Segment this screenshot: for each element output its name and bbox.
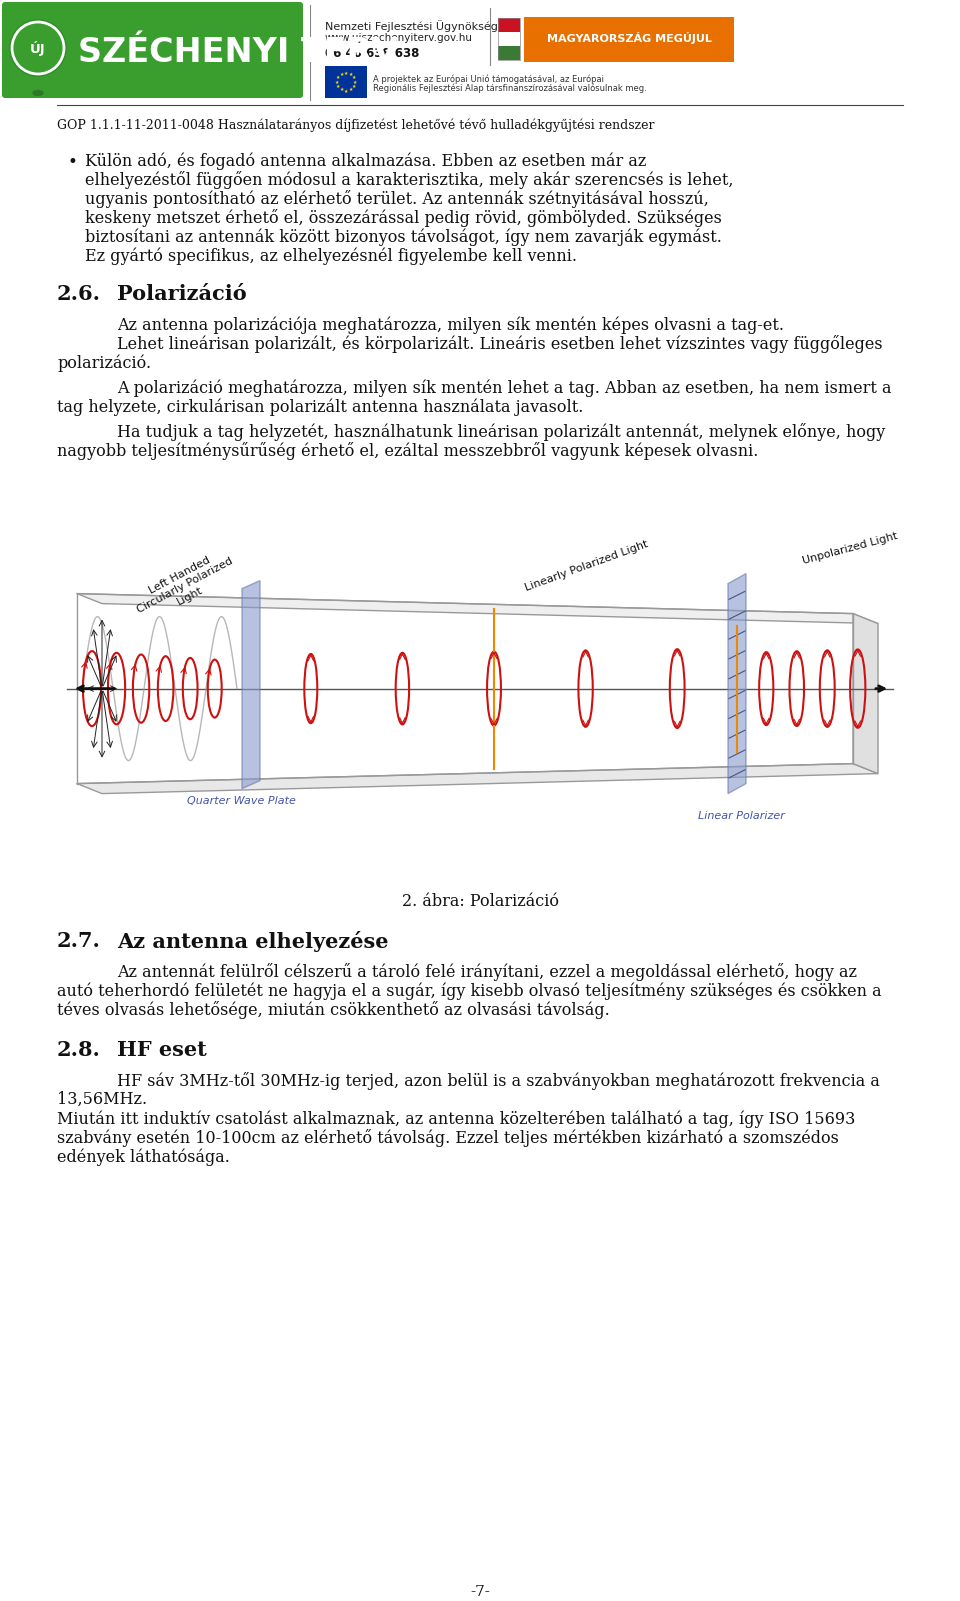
Text: 13,56MHz.: 13,56MHz. bbox=[57, 1090, 147, 1108]
Bar bbox=[498, 18, 520, 59]
Polygon shape bbox=[728, 573, 746, 794]
Text: ★: ★ bbox=[339, 88, 344, 93]
Bar bbox=[325, 66, 367, 98]
Text: A projektek az Európai Unió támogatásával, az Európai: A projektek az Európai Unió támogatásáva… bbox=[373, 74, 604, 83]
Text: ★: ★ bbox=[351, 75, 356, 80]
Text: elhelyezéstől függően módosul a karakterisztika, mely akár szerencsés is lehet,: elhelyezéstől függően módosul a karakter… bbox=[85, 171, 733, 189]
Ellipse shape bbox=[33, 91, 43, 96]
Text: ★: ★ bbox=[335, 80, 339, 85]
Circle shape bbox=[10, 19, 66, 75]
Text: •: • bbox=[67, 154, 77, 171]
Text: Unpolarized Light: Unpolarized Light bbox=[801, 532, 899, 567]
Text: nagyobb teljesítménysűrűség érhető el, ezáltal messzebbről vagyunk képesek olvas: nagyobb teljesítménysűrűség érhető el, e… bbox=[57, 442, 758, 459]
Polygon shape bbox=[77, 594, 878, 624]
Text: ugyanis pontosítható az elérhető terület. Az antennák szétnyitásával hosszú,: ugyanis pontosítható az elérhető terület… bbox=[85, 191, 708, 208]
Text: Lehet lineárisan polarizált, és körpolarizált. Lineáris esetben lehet vízszintes: Lehet lineárisan polarizált, és körpolar… bbox=[117, 335, 882, 352]
Polygon shape bbox=[77, 764, 878, 794]
Text: Miután itt induktív csatolást alkalmaznak, az antenna közelterében található a t: Miután itt induktív csatolást alkalmazna… bbox=[57, 1109, 855, 1127]
Text: ÚJ: ÚJ bbox=[30, 40, 46, 56]
Text: GOP 1.1.1-11-2011-0048 Használatarányos díjfizetést lehetővé tévő hulladékgyűjté: GOP 1.1.1-11-2011-0048 Használatarányos … bbox=[57, 118, 655, 131]
Text: 2.8.: 2.8. bbox=[57, 1041, 101, 1060]
Text: Az antenna polarizációja meghatározza, milyen sík mentén képes olvasni a tag-et.: Az antenna polarizációja meghatározza, m… bbox=[117, 315, 784, 333]
Text: Left Handed
Circularly Polarized
Light: Left Handed Circularly Polarized Light bbox=[130, 546, 240, 626]
Bar bbox=[498, 46, 520, 59]
Text: ★: ★ bbox=[348, 72, 352, 77]
Text: ★: ★ bbox=[353, 80, 357, 85]
Text: Ez gyártó specifikus, az elhelyezésnél figyelembe kell venni.: Ez gyártó specifikus, az elhelyezésnél f… bbox=[85, 247, 577, 264]
Text: 06 40 638 638: 06 40 638 638 bbox=[325, 46, 420, 59]
Bar bbox=[498, 32, 520, 46]
Text: 2.6.: 2.6. bbox=[57, 283, 101, 304]
Text: Regionális Fejlesztési Alap társfinanszírozásával valósulnak meg.: Regionális Fejlesztési Alap társfinanszí… bbox=[373, 83, 647, 93]
Text: autó teherhordó felületét ne hagyja el a sugár, így kisebb olvasó teljesítmény s: autó teherhordó felületét ne hagyja el a… bbox=[57, 981, 881, 999]
Text: www.ujszechenyiterv.gov.hu: www.ujszechenyiterv.gov.hu bbox=[325, 34, 473, 43]
Text: Külön adó, és fogadó antenna alkalmazása. Ebben az esetben már az: Külön adó, és fogadó antenna alkalmazása… bbox=[85, 152, 646, 170]
Text: Polarizáció: Polarizáció bbox=[117, 283, 247, 304]
Text: keskeny metszet érhető el, összezárással pedig rövid, gömbölyded. Szükséges: keskeny metszet érhető el, összezárással… bbox=[85, 210, 722, 227]
Text: HF sáv 3MHz-től 30MHz-ig terjed, azon belül is a szabványokban meghatározott fre: HF sáv 3MHz-től 30MHz-ig terjed, azon be… bbox=[117, 1073, 880, 1090]
Text: 2.7.: 2.7. bbox=[57, 932, 101, 951]
Text: ★: ★ bbox=[348, 88, 352, 93]
Text: Nemzeti Fejlesztési Ügynökség: Nemzeti Fejlesztési Ügynökség bbox=[325, 19, 498, 32]
Text: Az antennát felülről célszerű a tároló felé irányítani, ezzel a megoldással elér: Az antennát felülről célszerű a tároló f… bbox=[117, 962, 857, 981]
Text: HF eset: HF eset bbox=[117, 1041, 206, 1060]
Polygon shape bbox=[242, 581, 260, 789]
Bar bbox=[498, 18, 520, 32]
Text: ★: ★ bbox=[351, 83, 356, 90]
Text: Linearly Polarized Light: Linearly Polarized Light bbox=[524, 540, 650, 592]
Text: ★: ★ bbox=[336, 83, 341, 90]
Text: tag helyzete, cirkulárisan polarizált antenna használata javasolt.: tag helyzete, cirkulárisan polarizált an… bbox=[57, 399, 584, 416]
Bar bbox=[47, 492, 913, 871]
Text: szabvány esetén 10-100cm az elérhető távolság. Ezzel teljes mértékben kizárható : szabvány esetén 10-100cm az elérhető táv… bbox=[57, 1129, 839, 1146]
Text: Quarter Wave Plate: Quarter Wave Plate bbox=[187, 796, 296, 805]
Text: Az antenna elhelyezése: Az antenna elhelyezése bbox=[117, 932, 389, 953]
Text: ★: ★ bbox=[339, 72, 344, 77]
Text: MAGYARORSZÁG MEGÚJUL: MAGYARORSZÁG MEGÚJUL bbox=[546, 32, 711, 43]
Text: SZÉCHENYI TERV: SZÉCHENYI TERV bbox=[78, 35, 398, 69]
Polygon shape bbox=[853, 613, 878, 773]
Text: téves olvasás lehetősége, miután csökkenthető az olvasási távolság.: téves olvasás lehetősége, miután csökken… bbox=[57, 1001, 610, 1018]
Text: Linear Polarizer: Linear Polarizer bbox=[698, 812, 785, 821]
Circle shape bbox=[12, 22, 64, 74]
Text: edények láthatósága.: edények láthatósága. bbox=[57, 1148, 229, 1166]
Text: A polarizáció meghatározza, milyen sík mentén lehet a tag. Abban az esetben, ha : A polarizáció meghatározza, milyen sík m… bbox=[117, 379, 892, 397]
Polygon shape bbox=[32, 78, 44, 94]
Text: Ha tudjuk a tag helyzetét, használhatunk lineárisan polarizált antennát, melynek: Ha tudjuk a tag helyzetét, használhatunk… bbox=[117, 423, 885, 440]
Bar bbox=[524, 18, 734, 62]
Text: ★: ★ bbox=[344, 88, 348, 93]
Text: 2. ábra: Polarizáció: 2. ábra: Polarizáció bbox=[401, 893, 559, 909]
FancyBboxPatch shape bbox=[2, 2, 303, 98]
Text: polarizáció.: polarizáció. bbox=[57, 354, 151, 371]
Text: ★: ★ bbox=[344, 70, 348, 75]
Text: ★: ★ bbox=[336, 75, 341, 80]
Text: -7-: -7- bbox=[470, 1585, 490, 1599]
Text: biztosítani az antennák között bizonyos távolságot, így nem zavarják egymást.: biztosítani az antennák között bizonyos … bbox=[85, 227, 722, 245]
